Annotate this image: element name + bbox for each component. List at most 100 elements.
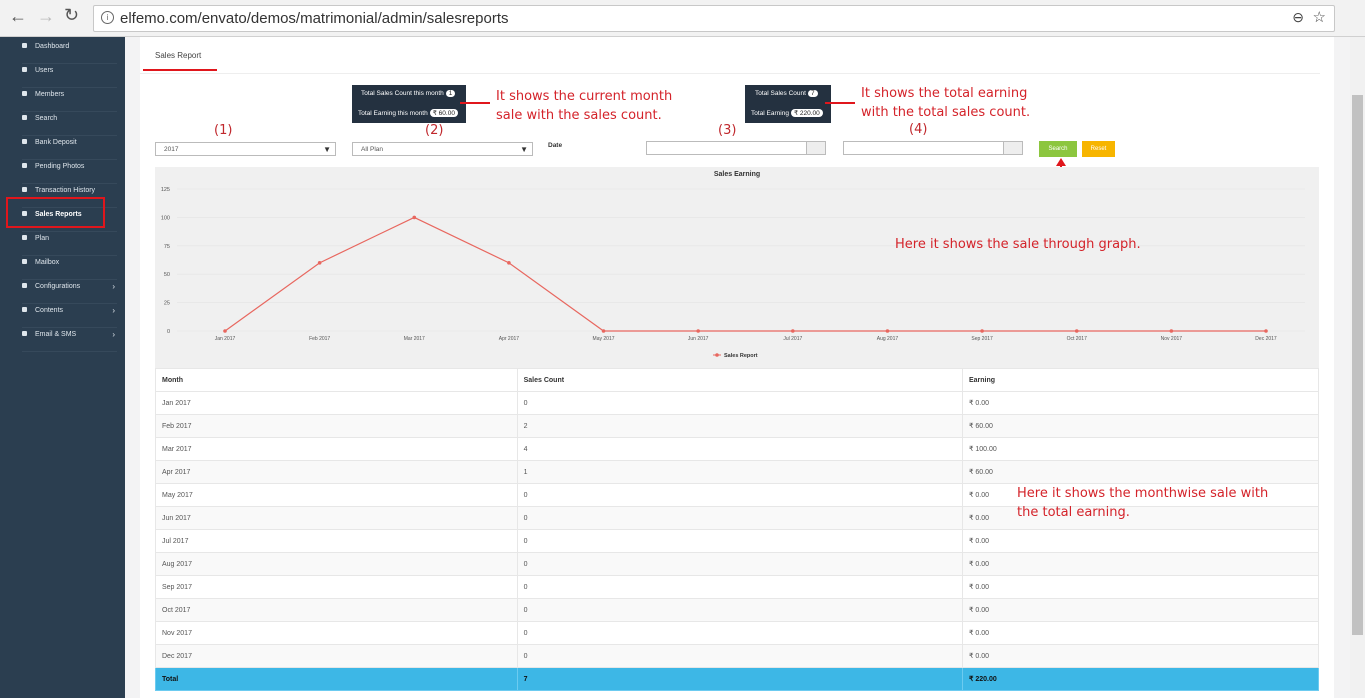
cell: 0 xyxy=(516,552,963,576)
year-select[interactable]: 2017 ▼ xyxy=(155,142,336,156)
sidebar: Dashboard Users Members Search Bank Deposit P… xyxy=(0,37,125,698)
table-row: Mar 2017 4 ₹ 100.00 xyxy=(155,437,1320,461)
cell: Aug 2017 xyxy=(155,552,518,576)
sidebar-item[interactable]: Dashboard xyxy=(22,39,117,64)
chart: Sales Earning 0 25 50 75 100 125 Jan 2017 Feb 2… xyxy=(155,167,1319,368)
x-tick-label: Sep 2017 xyxy=(971,336,993,342)
table-row: Jun 2017 0 ₹ 0.00 xyxy=(155,506,1320,530)
zoom-icon[interactable]: ⊖ xyxy=(1292,9,1304,25)
cell: Jan 2017 xyxy=(155,391,518,415)
cell: ₹ 0.00 xyxy=(961,575,1320,599)
x-tick-label: Aug 2017 xyxy=(877,336,899,342)
marker: (2) xyxy=(425,123,444,138)
x-tick-label: Dec 2017 xyxy=(1255,336,1277,342)
cell: 0 xyxy=(516,644,963,668)
cell: Jun 2017 xyxy=(155,506,518,530)
cell: ₹ 0.00 xyxy=(961,529,1320,553)
total-cell: 7 xyxy=(516,667,963,691)
info-icon: i xyxy=(101,11,114,24)
x-tick-label: Feb 2017 xyxy=(309,336,330,342)
date-to[interactable] xyxy=(843,141,1023,155)
sidebar-item[interactable]: Contents › xyxy=(22,303,117,328)
annotation: It shows the current month sale with the… xyxy=(496,89,673,123)
forward-button[interactable]: → xyxy=(37,6,55,26)
select-value: 2017 xyxy=(164,146,179,153)
x-tick-label: Oct 2017 xyxy=(1067,336,1088,342)
stat-label: Total Earning xyxy=(751,110,789,117)
sidebar-item[interactable]: Mailbox xyxy=(22,255,117,280)
date-from[interactable] xyxy=(646,141,826,155)
cell: Oct 2017 xyxy=(155,598,518,622)
sidebar-item[interactable]: Configurations › xyxy=(22,279,117,304)
stat-label: Total Sales Count xyxy=(755,90,806,97)
cell: 0 xyxy=(516,598,963,622)
stat-value: ₹ 60.00 xyxy=(429,109,458,117)
star-icon[interactable]: ☆ xyxy=(1312,9,1326,26)
scrollbar-thumb[interactable] xyxy=(1352,95,1363,635)
sidebar-label: Email & SMS xyxy=(35,331,77,338)
data-point xyxy=(412,215,417,220)
table-row: Oct 2017 0 ₹ 0.00 xyxy=(155,598,1320,622)
cell: ₹ 100.00 xyxy=(961,437,1320,461)
chevron: › xyxy=(112,330,115,339)
x-tick-label: Mar 2017 xyxy=(404,336,425,342)
search-button[interactable]: Search xyxy=(1039,141,1077,157)
sidebar-item[interactable]: Transaction History xyxy=(22,183,117,208)
date-label: Date xyxy=(548,142,563,149)
sidebar-item[interactable]: Members xyxy=(22,87,117,112)
sidebar-item[interactable]: Email & SMS › xyxy=(22,327,117,352)
tab-underline xyxy=(143,69,217,71)
y-tick-label: 50 xyxy=(164,272,170,278)
stat-value: 1 xyxy=(445,90,456,97)
reload-button[interactable]: ↻ xyxy=(64,5,80,25)
sidebar-label: Users xyxy=(35,67,54,74)
marker: (1) xyxy=(214,123,233,138)
table-row: Jan 2017 0 ₹ 0.00 xyxy=(155,391,1320,415)
address-bar[interactable]: i elfemo.com/envato/demos/matrimonial/ad… xyxy=(93,5,1335,32)
cell: Feb 2017 xyxy=(155,414,518,438)
sidebar-label: Transaction History xyxy=(35,187,96,194)
x-tick-label: May 2017 xyxy=(593,336,615,342)
icon xyxy=(22,259,27,264)
cell: Jul 2017 xyxy=(155,529,518,553)
icon xyxy=(22,43,27,48)
arrow-head xyxy=(1056,158,1066,166)
highlight-box xyxy=(6,197,105,228)
cell: ₹ 0.00 xyxy=(961,506,1320,530)
icon xyxy=(22,211,27,216)
marker: (3) xyxy=(718,123,737,138)
plan-select[interactable]: All Plan ▼ xyxy=(352,142,533,156)
tab[interactable]: Sales Report xyxy=(155,51,202,60)
sidebar-label: Dashboard xyxy=(35,43,70,50)
data-point xyxy=(223,329,227,333)
sidebar-label: Sales Reports xyxy=(35,211,82,218)
marker: (4) xyxy=(909,122,928,137)
sales-table: Month Sales Count Earning Jan 2017 0 ₹ 0.00 Fe… xyxy=(155,368,1320,691)
chevron: › xyxy=(112,282,115,291)
sidebar-item[interactable]: Pending Photos xyxy=(22,159,117,184)
x-tick-label: Apr 2017 xyxy=(499,336,520,342)
data-point xyxy=(601,329,606,333)
table-row: Jul 2017 0 ₹ 0.00 xyxy=(155,529,1320,553)
sidebar-item[interactable]: Bank Deposit xyxy=(22,135,117,160)
icon xyxy=(22,331,27,336)
cell: Mar 2017 xyxy=(155,437,518,461)
divider xyxy=(140,73,1320,74)
total-cell: ₹ 220.00 xyxy=(961,667,1320,691)
sidebar-item[interactable]: Sales Reports xyxy=(22,207,117,232)
reset-button[interactable]: Reset xyxy=(1082,141,1115,157)
sidebar-item[interactable]: Search xyxy=(22,111,117,136)
cell: ₹ 0.00 xyxy=(961,644,1320,668)
cell: 2 xyxy=(516,414,963,438)
icon xyxy=(22,307,27,312)
table-row: Aug 2017 0 ₹ 0.00 xyxy=(155,552,1320,576)
data-point xyxy=(317,261,322,265)
sidebar-item[interactable]: Users xyxy=(22,63,117,88)
browser-bar: ← → ↻ i elfemo.com/envato/demos/matrimon… xyxy=(0,0,1365,37)
y-tick-label: 0 xyxy=(167,329,170,335)
y-tick-label: 25 xyxy=(164,301,170,307)
data-point xyxy=(1169,329,1174,333)
back-button[interactable]: ← xyxy=(9,6,27,26)
annotation-arrow xyxy=(460,102,490,104)
sidebar-item[interactable]: Plan xyxy=(22,231,117,256)
